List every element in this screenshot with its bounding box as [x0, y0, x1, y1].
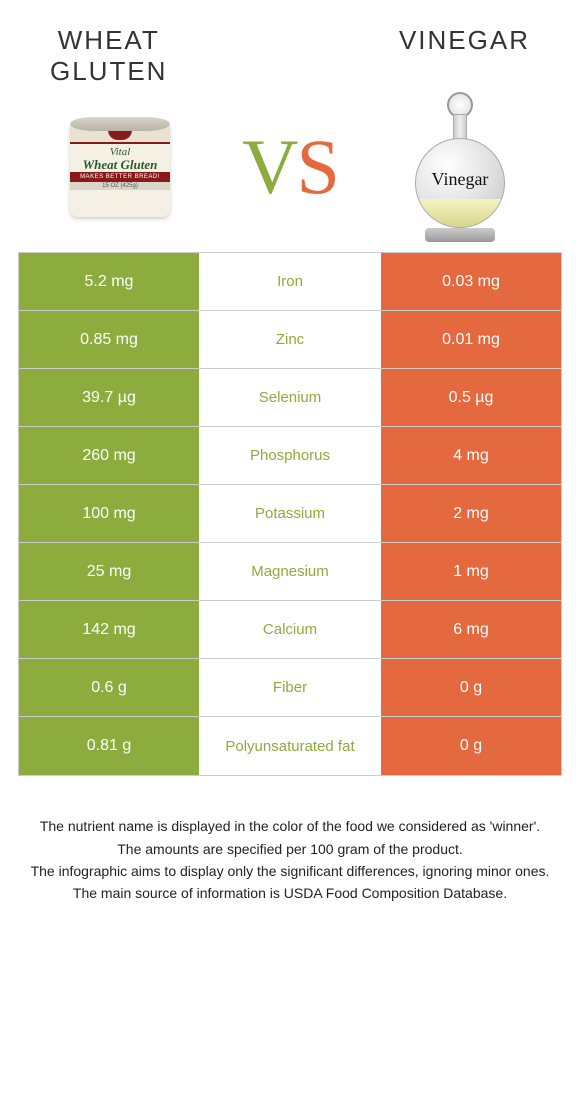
nutrient-label: Potassium — [199, 485, 381, 542]
table-row: 0.85 mgZinc0.01 mg — [19, 311, 561, 369]
nutrient-label: Magnesium — [199, 543, 381, 600]
right-value: 4 mg — [381, 427, 561, 484]
vs-s: S — [296, 123, 337, 210]
table-row: 260 mgPhosphorus4 mg — [19, 427, 561, 485]
nutrient-label: Polyunsaturated fat — [199, 717, 381, 775]
left-value: 39.7 µg — [19, 369, 199, 426]
table-row: 0.6 gFiber0 g — [19, 659, 561, 717]
right-value: 0.01 mg — [381, 311, 561, 368]
table-row: 39.7 µgSelenium0.5 µg — [19, 369, 561, 427]
left-value: 0.6 g — [19, 659, 199, 716]
table-row: 0.81 gPolyunsaturated fat0 g — [19, 717, 561, 775]
left-value: 0.81 g — [19, 717, 199, 775]
bottle-label: Vinegar — [416, 169, 504, 190]
left-value: 0.85 mg — [19, 311, 199, 368]
nutrient-label: Iron — [199, 253, 381, 310]
right-value: 0.5 µg — [381, 369, 561, 426]
footnote-line: The amounts are specified per 100 gram o… — [18, 839, 562, 859]
can-bottom: 15 OZ (425g) — [70, 182, 170, 190]
left-value: 100 mg — [19, 485, 199, 542]
comparison-table: 5.2 mgIron0.03 mg0.85 mgZinc0.01 mg39.7 … — [18, 252, 562, 776]
left-food-title: Wheat gluten — [50, 25, 167, 87]
right-value: 6 mg — [381, 601, 561, 658]
right-value: 1 mg — [381, 543, 561, 600]
left-value: 260 mg — [19, 427, 199, 484]
right-value: 0.03 mg — [381, 253, 561, 310]
nutrient-label: Fiber — [199, 659, 381, 716]
vs-v: V — [242, 123, 296, 210]
nutrient-label: Zinc — [199, 311, 381, 368]
left-value: 142 mg — [19, 601, 199, 658]
left-value: 5.2 mg — [19, 253, 199, 310]
table-row: 142 mgCalcium6 mg — [19, 601, 561, 659]
right-value: 2 mg — [381, 485, 561, 542]
table-row: 25 mgMagnesium1 mg — [19, 543, 561, 601]
left-value: 25 mg — [19, 543, 199, 600]
left-food-image: Vital Wheat Gluten MAKES BETTER BREAD! 1… — [55, 102, 185, 232]
table-row: 5.2 mgIron0.03 mg — [19, 253, 561, 311]
right-food-image: Vinegar — [395, 102, 525, 232]
footnote-line: The main source of information is USDA F… — [18, 883, 562, 903]
images-row: Vital Wheat Gluten MAKES BETTER BREAD! 1… — [0, 97, 580, 252]
nutrient-label: Selenium — [199, 369, 381, 426]
footnote-line: The nutrient name is displayed in the co… — [18, 816, 562, 836]
vs-label: VS — [242, 122, 338, 212]
table-row: 100 mgPotassium2 mg — [19, 485, 561, 543]
can-text-line2: Wheat Gluten — [74, 158, 166, 171]
header: Wheat gluten Vinegar — [0, 0, 580, 97]
nutrient-label: Phosphorus — [199, 427, 381, 484]
right-value: 0 g — [381, 717, 561, 775]
footnote-line: The infographic aims to display only the… — [18, 861, 562, 881]
can-band: MAKES BETTER BREAD! — [70, 172, 170, 182]
right-value: 0 g — [381, 659, 561, 716]
footnotes: The nutrient name is displayed in the co… — [0, 776, 580, 903]
nutrient-label: Calcium — [199, 601, 381, 658]
right-food-title: Vinegar — [399, 25, 530, 87]
